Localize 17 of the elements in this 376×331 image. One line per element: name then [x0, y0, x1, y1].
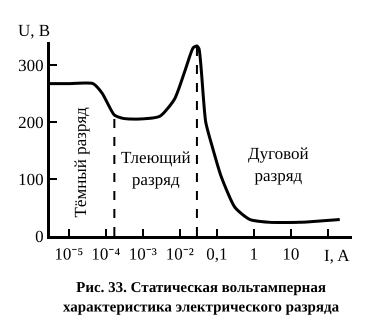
text: Рис. 33. Статическая вольтамперная характеристика электрического разряда	[63, 280, 340, 316]
x-tick-label: 10⁻⁴	[91, 244, 120, 264]
x-tick-label: 10	[282, 244, 300, 264]
annotation: Тёмный разряд	[70, 106, 90, 218]
x-tick-label: 10⁻³	[128, 244, 157, 264]
x-tick-label: 10⁻²	[166, 244, 194, 264]
x-tick-label: 10⁻⁵	[54, 244, 84, 264]
y-tick-label: 0	[35, 226, 44, 246]
y-tick-label: 200	[18, 112, 44, 132]
annotation: Тлеющий разряд	[121, 148, 191, 190]
annotation: Дуговой разряд	[248, 144, 309, 186]
x-tick-label: 1	[250, 244, 258, 264]
y-tick-label: 100	[18, 170, 44, 189]
y-axis-title: U, B	[18, 21, 50, 40]
x-tick-label: 0,1	[206, 244, 228, 264]
x-axis-title: I, A	[324, 246, 350, 265]
y-tick-label: 300	[18, 56, 44, 75]
